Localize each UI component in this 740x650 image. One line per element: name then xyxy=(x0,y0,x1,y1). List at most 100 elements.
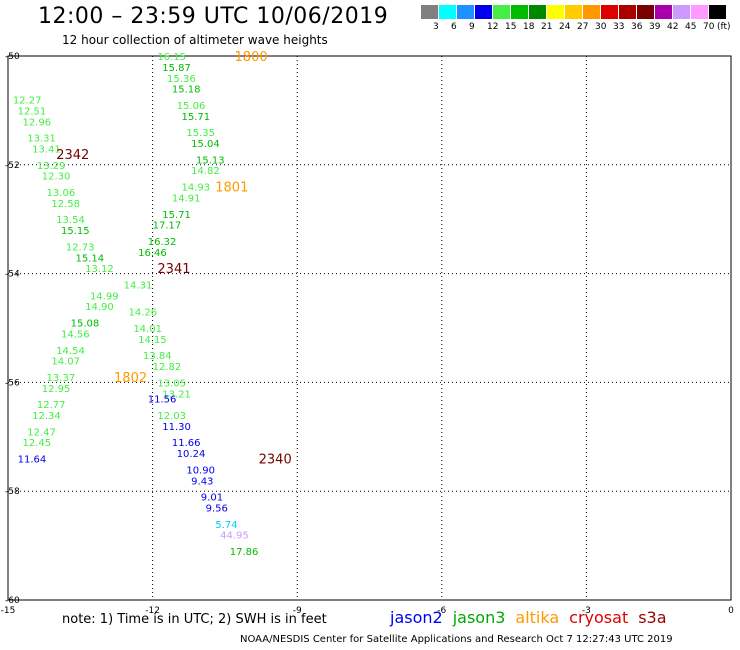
satellite-label-cryosat: cryosat xyxy=(569,608,629,627)
swh-value-label: 14.91 xyxy=(172,193,201,204)
lat-tick-label: -50 xyxy=(5,52,20,62)
legend-swatch xyxy=(601,5,619,19)
swh-value-label: 12.58 xyxy=(51,199,80,210)
legend-unit: (ft) xyxy=(717,22,731,32)
legend-swatch xyxy=(475,5,493,19)
swh-value-label: 15.35 xyxy=(186,128,215,139)
legend-swatch xyxy=(637,5,655,19)
swh-value-label: 13.12 xyxy=(85,264,114,275)
swh-value-label: 15.87 xyxy=(162,63,191,74)
swh-value-label: 12.51 xyxy=(18,106,47,117)
legend-label: 42 xyxy=(667,22,679,32)
legend-label: 9 xyxy=(469,22,475,32)
swh-value-label: 17.86 xyxy=(230,547,259,558)
swh-value-label: 15.13 xyxy=(196,155,225,166)
legend-label: 3 xyxy=(433,22,439,32)
legend-swatch xyxy=(493,5,511,19)
swh-value-label: 9.56 xyxy=(206,504,228,515)
lon-tick-label: -9 xyxy=(293,606,302,616)
legend-label: 6 xyxy=(451,22,457,32)
swh-value-label: 12.73 xyxy=(66,242,95,253)
satellite-label-jason3: jason3 xyxy=(452,608,506,627)
page-subtitle: 12 hour collection of altimeter wave hei… xyxy=(62,33,328,47)
swh-value-label: 14.90 xyxy=(85,302,114,313)
swh-value-label: 15.18 xyxy=(172,85,201,96)
swh-value-label: 14.99 xyxy=(90,291,119,302)
swh-value-label: 14.56 xyxy=(61,329,90,340)
legend-swatch xyxy=(457,5,475,19)
swh-value-label: 12.96 xyxy=(22,117,51,128)
legend-swatch xyxy=(583,5,601,19)
legend-label: 45 xyxy=(685,22,697,32)
legend-swatch xyxy=(619,5,637,19)
swh-value-label: 15.15 xyxy=(61,226,90,237)
lat-tick-label: -52 xyxy=(5,161,20,171)
pass-time-label: 2340 xyxy=(259,453,292,468)
legend-label: 12 xyxy=(487,22,499,32)
swh-value-label: 11.64 xyxy=(18,455,47,466)
swh-value-label: 16.46 xyxy=(138,248,167,259)
swh-value-label: 44.95 xyxy=(220,531,249,542)
swh-value-label: 15.06 xyxy=(177,101,206,112)
swh-value-label: 15.71 xyxy=(162,210,191,221)
swh-value-label: 11.56 xyxy=(148,395,177,406)
swh-value-label: 11.66 xyxy=(172,438,201,449)
swh-value-label: 14.01 xyxy=(133,324,162,335)
lat-tick-label: -60 xyxy=(5,596,20,606)
satellite-label-altika: altika xyxy=(515,608,560,627)
swh-value-label: 14.15 xyxy=(138,335,167,346)
lon-tick-label: -12 xyxy=(145,606,160,616)
swh-value-label: 10.24 xyxy=(177,449,206,460)
legend-swatch xyxy=(709,5,727,19)
footer-note: note: 1) Time is in UTC; 2) SWH is in fe… xyxy=(62,612,327,627)
swh-value-label: 12.27 xyxy=(13,96,42,107)
pass-time-label: 1800 xyxy=(235,50,268,65)
swh-value-label: 13.05 xyxy=(157,378,186,389)
legend-label: 21 xyxy=(541,22,553,32)
legend-swatch xyxy=(673,5,691,19)
legend-label: 18 xyxy=(523,22,535,32)
swh-value-label: 15.08 xyxy=(71,319,100,330)
lon-tick-label: -15 xyxy=(1,606,16,616)
legend-swatch xyxy=(655,5,673,19)
legend-swatch xyxy=(547,5,565,19)
legend-label: 24 xyxy=(559,22,571,32)
swh-value-label: 13.41 xyxy=(32,144,61,155)
credit-line: NOAA/NESDIS Center for Satellite Applica… xyxy=(240,634,673,645)
satellite-label-s3a: s3a xyxy=(638,608,667,627)
swh-value-label: 14.26 xyxy=(129,308,158,319)
swh-value-label: 12.03 xyxy=(157,411,186,422)
swh-value-label: 13.29 xyxy=(37,161,66,172)
swh-value-label: 12.82 xyxy=(153,362,182,373)
map-frame xyxy=(7,55,732,601)
swh-value-label: 13.06 xyxy=(47,188,76,199)
swh-value-label: 9.01 xyxy=(201,493,223,504)
swh-value-label: 13.54 xyxy=(56,215,85,226)
lat-tick-label: -54 xyxy=(5,270,20,280)
swh-value-label: 17.17 xyxy=(153,221,182,232)
swh-value-label: 12.30 xyxy=(42,172,71,183)
swh-value-label: 15.04 xyxy=(191,139,220,150)
pass-time-label: 2342 xyxy=(56,148,89,163)
legend-label: 15 xyxy=(505,22,517,32)
swh-value-label: 13.84 xyxy=(143,351,172,362)
legend-swatch xyxy=(529,5,547,19)
pass-time-label: 1801 xyxy=(215,181,248,196)
legend-label: 27 xyxy=(577,22,589,32)
swh-value-label: 5.74 xyxy=(215,520,237,531)
swh-value-label: 16.15 xyxy=(157,52,186,63)
legend-swatch xyxy=(511,5,529,19)
swh-value-label: 14.54 xyxy=(56,346,85,357)
legend-swatch xyxy=(421,5,439,19)
swh-value-label: 16.32 xyxy=(148,237,177,248)
swh-value-label: 14.93 xyxy=(182,183,211,194)
satellite-legend: jason2 jason3 altika cryosat s3a xyxy=(390,608,677,627)
pass-time-label: 1802 xyxy=(114,371,147,386)
satellite-label-jason2: jason2 xyxy=(390,608,443,627)
swh-value-label: 14.31 xyxy=(124,280,153,291)
swh-value-label: 12.95 xyxy=(42,384,71,395)
legend-label: 70 xyxy=(703,22,715,32)
swh-value-label: 13.21 xyxy=(162,389,191,400)
swh-value-label: 15.71 xyxy=(182,112,211,123)
